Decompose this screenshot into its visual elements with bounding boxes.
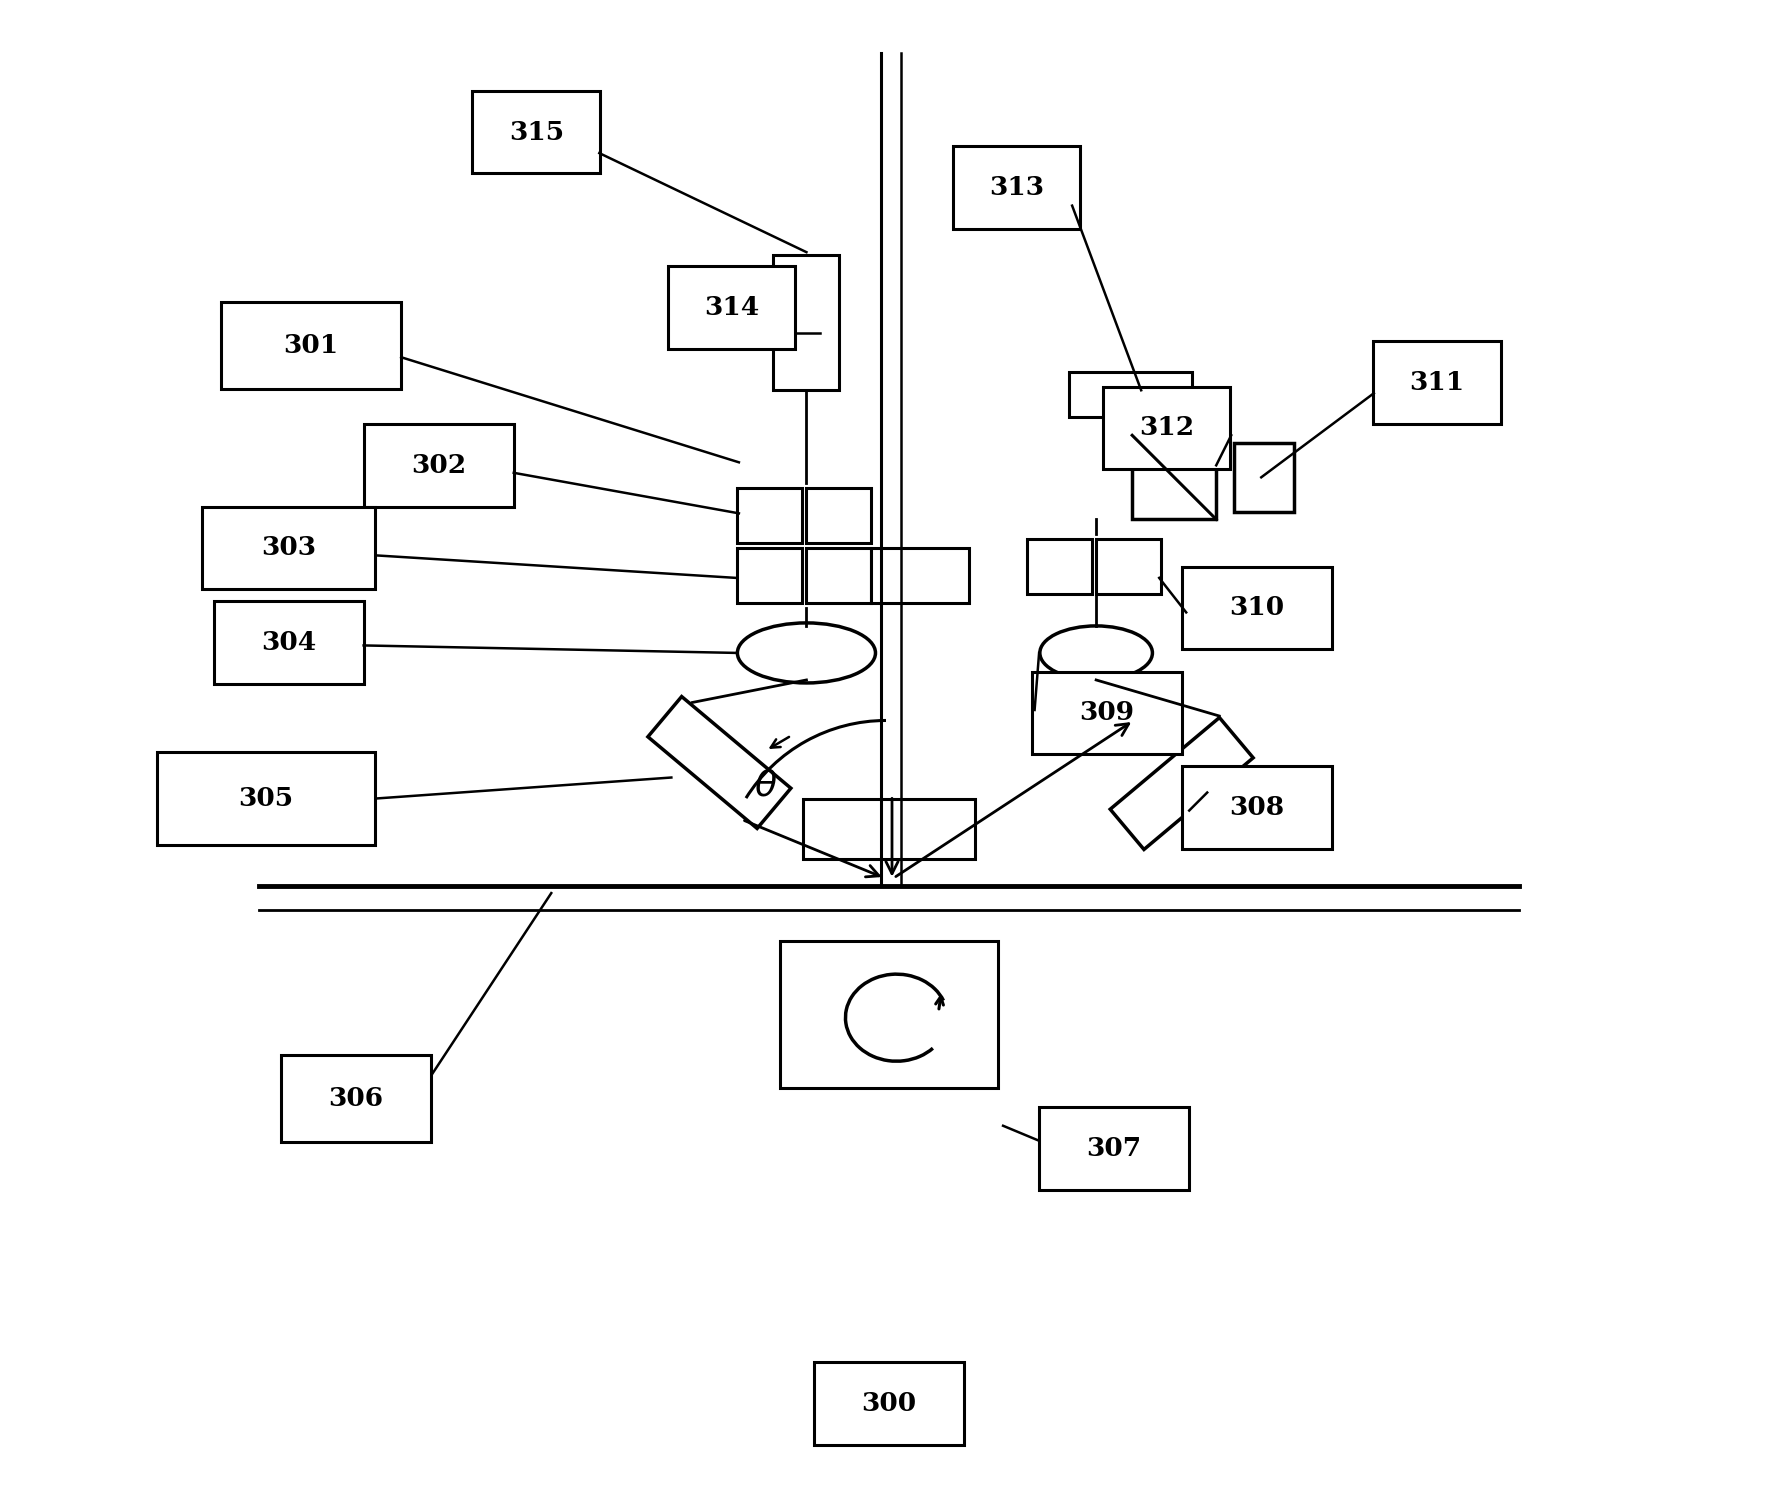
Bar — [1097, 539, 1161, 594]
Polygon shape — [1109, 717, 1253, 850]
Bar — [738, 488, 802, 543]
Bar — [281, 1055, 432, 1142]
Bar — [814, 1363, 964, 1444]
Bar — [1133, 435, 1216, 519]
Bar — [1031, 672, 1182, 755]
Text: 300: 300 — [861, 1391, 917, 1415]
Bar — [807, 548, 871, 603]
Bar — [953, 147, 1081, 230]
Bar — [871, 548, 969, 603]
Text: 306: 306 — [329, 1087, 384, 1111]
Text: 302: 302 — [411, 453, 466, 477]
Bar — [1182, 567, 1332, 650]
Text: 301: 301 — [283, 333, 338, 357]
Bar — [1373, 341, 1501, 423]
Text: 310: 310 — [1229, 596, 1284, 620]
Text: 314: 314 — [704, 296, 759, 320]
Bar — [802, 799, 976, 859]
Bar — [364, 425, 514, 507]
Bar — [1028, 539, 1092, 594]
Text: 304: 304 — [261, 630, 316, 654]
Bar — [1102, 387, 1230, 470]
Bar — [773, 255, 839, 390]
Text: 307: 307 — [1086, 1136, 1141, 1160]
Text: 309: 309 — [1079, 701, 1134, 725]
Text: 303: 303 — [261, 536, 316, 560]
Bar — [1234, 443, 1294, 512]
Polygon shape — [647, 696, 791, 829]
Text: 308: 308 — [1229, 796, 1284, 820]
Bar — [738, 548, 802, 603]
Ellipse shape — [1040, 626, 1152, 680]
Bar — [667, 267, 795, 350]
Bar — [203, 507, 375, 590]
Bar — [1038, 1108, 1189, 1189]
Text: $\theta$: $\theta$ — [754, 769, 777, 803]
Ellipse shape — [738, 623, 875, 683]
Bar — [220, 302, 402, 389]
Bar — [1069, 372, 1193, 417]
Bar — [156, 752, 375, 845]
Text: 311: 311 — [1410, 371, 1465, 395]
Bar — [807, 488, 871, 543]
Text: 313: 313 — [989, 176, 1044, 200]
Bar — [781, 941, 997, 1088]
Bar — [213, 602, 364, 684]
Text: 315: 315 — [509, 120, 564, 144]
Bar — [473, 90, 599, 174]
Bar — [1182, 767, 1332, 850]
Text: 312: 312 — [1140, 416, 1195, 440]
Text: 305: 305 — [238, 787, 293, 811]
